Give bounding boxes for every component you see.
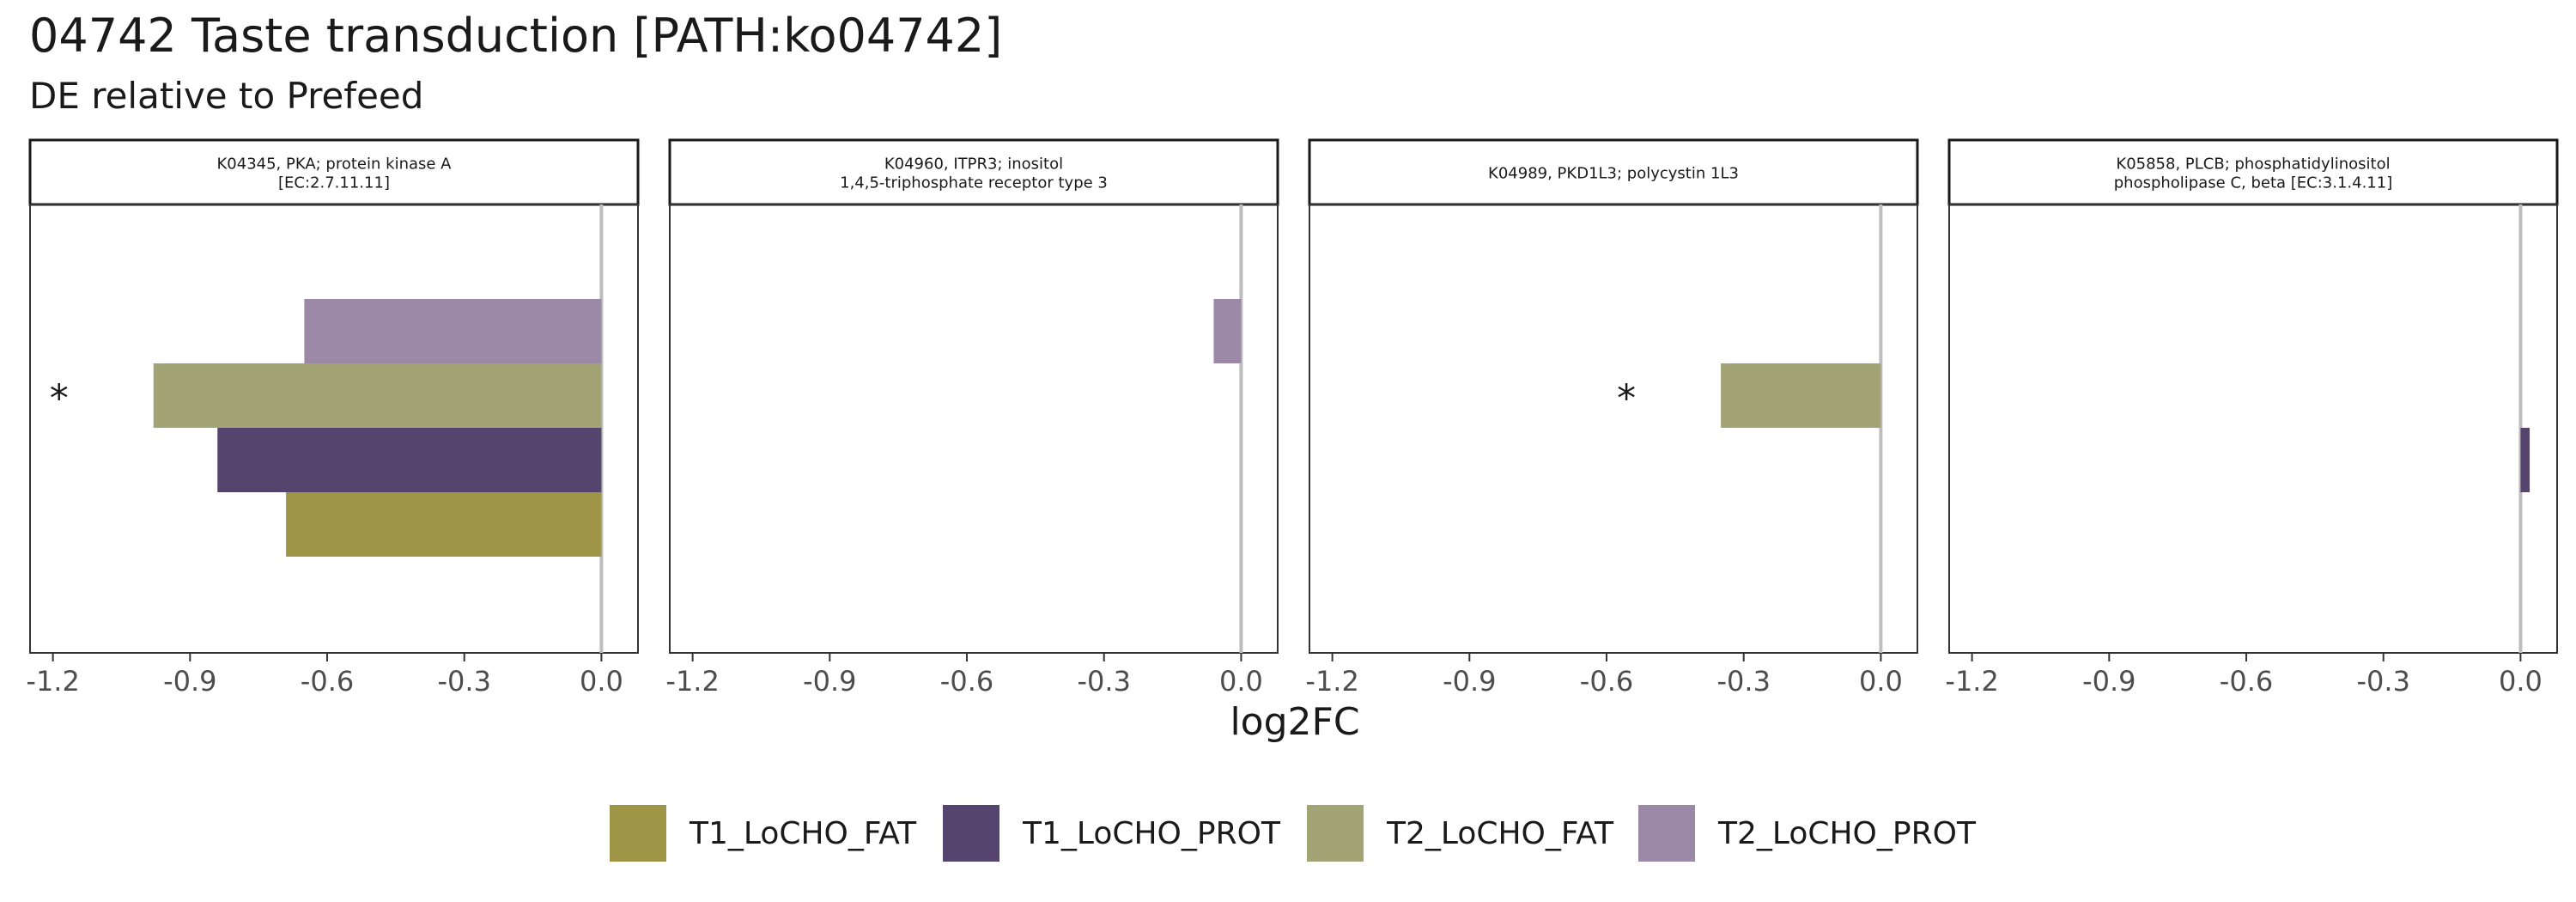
legend-label: T2_LoCHO_PROT [1717,816,1977,851]
bar [304,299,602,363]
panel-border [29,204,639,654]
facet-panels: K04345, PKA; protein kinase A[EC:2.7.11.… [26,138,2559,698]
panel-border [1948,204,2558,654]
x-tick-label: -0.6 [1580,665,1633,698]
x-tick-label: -0.6 [301,665,354,698]
legend-item: T2_LoCHO_PROT [1638,805,1977,862]
x-tick-label: -0.9 [1443,665,1496,698]
legend-label: T1_LoCHO_PROT [1022,816,1281,851]
x-tick-label: -0.3 [1077,665,1130,698]
x-tick-label: 0.0 [2499,665,2543,698]
x-tick-label: -0.9 [803,665,856,698]
x-tick-label: 0.0 [1859,665,1903,698]
bar [153,363,602,428]
facet-panel: K04989, PKD1L3; polycystin 1L3 * -1.2 -0.9 -… [1305,138,1919,698]
legend-item: T1_LoCHO_FAT [610,805,917,862]
facet-panel: K05858, PLCB; phosphatidylinositolphosph… [1945,138,2559,698]
facet-panel: K04345, PKA; protein kinase A[EC:2.7.11.… [26,138,640,698]
facet-strip-label: K04960, ITPR3; inositol [884,155,1063,174]
facet-strip-label: K04345, PKA; protein kinase A [216,155,452,174]
legend-swatch [610,805,666,862]
facet-panel: K04960, ITPR3; inositol1,4,5-triphosphat… [665,138,1279,698]
x-tick-label: 0.0 [1219,665,1263,698]
bar [2520,428,2530,492]
x-tick-label: -0.3 [1716,665,1770,698]
facet-strip-label: 1,4,5-triphosphate receptor type 3 [840,174,1108,192]
bar [1213,299,1242,363]
x-tick-label: -0.9 [163,665,216,698]
x-tick-label: -0.9 [2082,665,2136,698]
bar [286,492,602,557]
legend-item: T2_LoCHO_FAT [1307,805,1614,862]
facet-strip-label: phospholipase C, beta [EC:3.1.4.11] [2114,174,2393,192]
facet-strip [668,138,1279,206]
chart-subtitle: DE relative to Prefeed [29,75,423,117]
x-tick-label: -0.3 [437,665,490,698]
legend-item: T1_LoCHO_PROT [943,805,1281,862]
x-tick-label: 0.0 [580,665,623,698]
x-tick-label: -0.6 [2220,665,2273,698]
legend-swatch [943,805,999,862]
facet-strip-label: K04989, PKD1L3; polycystin 1L3 [1488,165,1739,183]
x-axis-label: log2FC [1230,700,1359,744]
chart-title: 04742 Taste transduction [PATH:ko04742] [29,9,1002,63]
x-tick-label: -0.6 [940,665,993,698]
facet-strip-label: [EC:2.7.11.11] [278,174,390,192]
significance-marker: * [50,377,69,421]
bar [217,428,602,492]
facet-strip-label: K05858, PLCB; phosphatidylinositol [2116,155,2390,174]
x-tick-label: -1.2 [1945,665,1998,698]
panel-border [669,204,1279,654]
x-tick-label: -1.2 [1305,665,1358,698]
legend-label: T1_LoCHO_FAT [689,816,917,851]
legend-swatch [1638,805,1695,862]
legend-label: T2_LoCHO_FAT [1386,816,1614,851]
facet-strip [28,138,640,206]
significance-marker: * [1617,377,1636,421]
panel-border [1309,204,1918,654]
bar [1721,363,1881,428]
legend: T1_LoCHO_FAT T1_LoCHO_PROT T2_LoCHO_FAT T2_… [610,805,1977,862]
x-tick-label: -0.3 [2356,665,2409,698]
x-tick-label: -1.2 [665,665,719,698]
legend-swatch [1307,805,1364,862]
x-tick-label: -1.2 [26,665,79,698]
